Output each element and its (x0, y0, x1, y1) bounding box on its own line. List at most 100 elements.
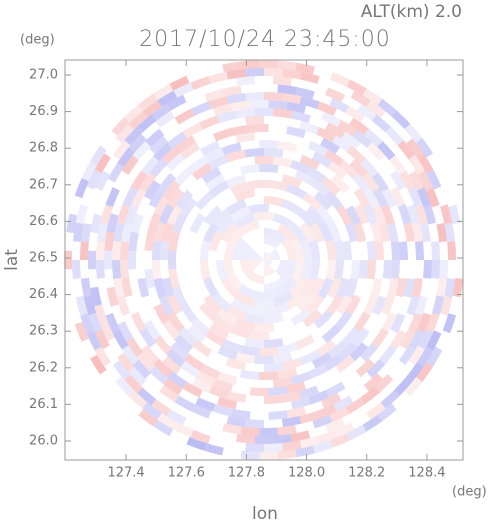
radar-cell (192, 163, 212, 181)
radar-cell (188, 156, 208, 174)
radar-cell (345, 294, 361, 315)
radar-cell (152, 240, 162, 260)
radar-cell (336, 277, 350, 299)
radar-cell (282, 357, 303, 371)
radar-cell (88, 312, 103, 333)
radar-cell (425, 312, 440, 333)
radar-cell (325, 260, 336, 281)
radar-cell (216, 215, 236, 235)
radar-cell (153, 335, 172, 355)
radar-cell (170, 341, 190, 361)
radar-cell (203, 205, 223, 226)
radar-cell (333, 240, 344, 260)
radar-cell (74, 178, 89, 199)
radar-cell (404, 123, 423, 143)
x-tick-label: 128.2 (348, 466, 385, 481)
radar-cell (180, 142, 200, 160)
radar-cell (113, 222, 125, 242)
radar-cell (221, 339, 242, 353)
radar-cell (379, 344, 397, 365)
radar-cell (249, 330, 270, 340)
radar-cell (231, 124, 251, 136)
radar-cell (100, 204, 113, 225)
radar-cell (325, 239, 336, 260)
radar-cell (225, 357, 246, 371)
radar-cell (299, 71, 320, 84)
radar-cell (248, 204, 270, 214)
radar-cell (286, 183, 307, 200)
radar-cell (324, 149, 344, 167)
radar-cell (264, 68, 283, 77)
radar-cell (145, 128, 165, 147)
x-tick-label: 127.4 (107, 466, 144, 481)
radar-cell (235, 108, 255, 119)
radar-cell (416, 187, 432, 208)
radar-cell (229, 181, 251, 195)
radar-cell (431, 260, 440, 279)
radar-cell (217, 110, 238, 124)
radar-cell (321, 111, 342, 127)
plot-frame (64, 59, 464, 461)
radar-cell (275, 260, 288, 277)
radar-cell (259, 60, 279, 69)
radar-cell (155, 110, 175, 128)
radar-cell (309, 277, 325, 298)
radar-cell (307, 140, 328, 157)
radar-cell (272, 376, 293, 388)
radar-cell (264, 313, 284, 324)
radar-cell (137, 387, 157, 406)
radar-cell (406, 362, 424, 382)
radar-cell (363, 373, 383, 392)
radar-cell (239, 369, 260, 380)
radar-cell (94, 153, 112, 174)
radar-cell (381, 188, 398, 208)
radar-cell (264, 362, 284, 372)
radar-cell (306, 166, 327, 184)
radar-cell (106, 286, 119, 307)
radar-cell (345, 106, 366, 123)
radar-cell (256, 260, 264, 266)
radar-cell (138, 93, 158, 111)
radar-cell (397, 140, 416, 160)
radar-cell (362, 88, 383, 106)
radar-cell (326, 294, 344, 315)
radar-cell (75, 204, 88, 225)
radar-cell (169, 75, 190, 91)
radar-cell (90, 354, 107, 375)
radar-cell (147, 212, 161, 234)
radar-cell (345, 205, 361, 226)
radar-cell (349, 158, 369, 178)
radar-cell (334, 422, 355, 438)
radar-cell (425, 187, 440, 208)
radar-cell (104, 231, 115, 251)
radar-cell (436, 222, 448, 243)
radar-cell (395, 277, 407, 298)
radar-cell (124, 104, 144, 123)
radar-cell (399, 170, 416, 191)
radar-cell (203, 277, 219, 298)
radar-cell (380, 295, 395, 316)
radar-cell (308, 260, 320, 281)
radar-cell (370, 277, 383, 299)
radar-cell (240, 243, 253, 260)
x-tick-label: 128.4 (408, 466, 445, 481)
radar-cell (236, 433, 256, 444)
radar-cell (277, 342, 298, 355)
radar-cell (268, 302, 289, 316)
radar-cell (436, 277, 448, 298)
radar-cell (299, 154, 320, 170)
radar-cell (307, 363, 328, 380)
radar-cell (408, 154, 425, 175)
radar-cell (254, 108, 274, 117)
radar-cell (200, 140, 221, 157)
radar-cell (199, 115, 220, 130)
x-axis-label: lon (252, 504, 278, 521)
radar-cell (86, 330, 102, 351)
y-tick-label: 26.7 (29, 177, 58, 192)
radar-cell (90, 213, 102, 234)
radar-cell (313, 309, 333, 329)
radar-cell (162, 180, 181, 201)
radar-cell (371, 114, 391, 133)
y-tick-label: 26.9 (29, 104, 58, 119)
radar-cell (349, 117, 369, 135)
